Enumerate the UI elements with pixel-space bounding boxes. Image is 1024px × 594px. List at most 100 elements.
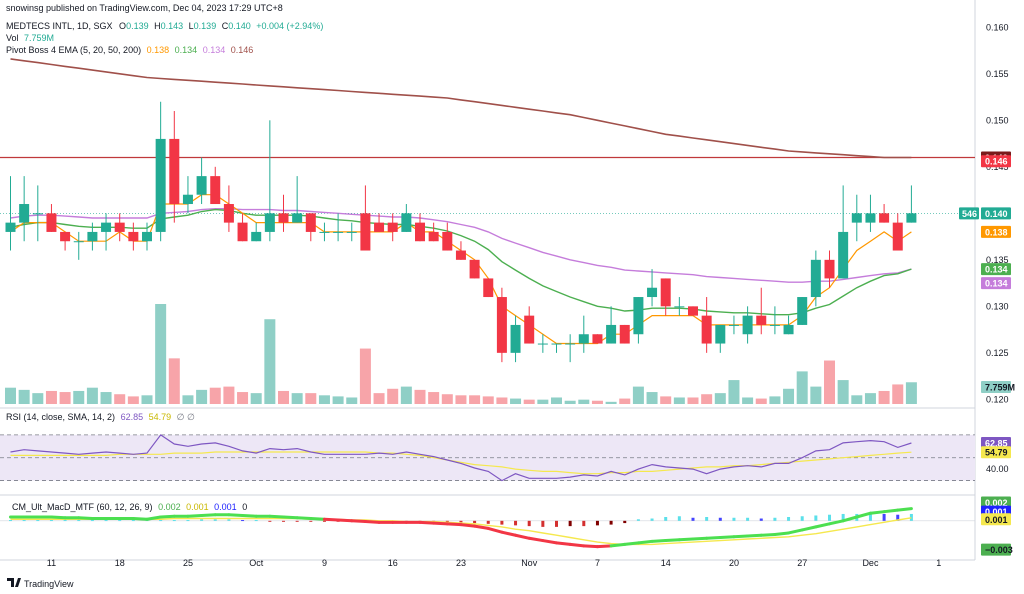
rsi-line — [10, 434, 912, 482]
macd-histogram-bar — [459, 520, 463, 523]
volume-bar — [755, 398, 767, 404]
macd-label-bg — [981, 543, 1011, 556]
volume-bar — [291, 393, 303, 404]
candle-body — [374, 222, 385, 232]
price-tick-label: 0.160 — [986, 22, 1009, 32]
rsi-label-bg — [981, 446, 1011, 459]
candle-body — [674, 306, 685, 308]
tradingview-logo[interactable]: TradingView — [7, 578, 74, 589]
symbol-ohlc-line: MEDTECS INTL, 1D, SGX O0.139 H0.143 L0.1… — [6, 21, 323, 31]
macd-line-segment — [500, 530, 518, 537]
macd-line-segment — [896, 507, 913, 512]
macd-histogram-bar — [473, 520, 477, 524]
price-label: 0.146 — [981, 155, 1011, 168]
candle-body — [415, 222, 425, 242]
macd-line-segment — [418, 520, 436, 525]
time-tick-label: 20 — [729, 558, 739, 568]
macd-line-segment — [268, 514, 285, 519]
macd-histogram-bar — [90, 520, 94, 522]
candle-body — [142, 231, 152, 242]
volume-bar — [223, 386, 235, 404]
volume-bar — [632, 386, 644, 404]
volume-bar — [441, 394, 453, 404]
macd-line-segment — [800, 525, 818, 532]
volume-bar — [742, 397, 754, 404]
macd-line-segment — [568, 542, 586, 548]
volume-label-text: 7.759M — [985, 383, 1015, 393]
candle-body — [319, 231, 330, 233]
price-label-countdown-bg — [959, 207, 979, 220]
macd-line-segment — [282, 515, 299, 520]
macd-line-segment — [609, 542, 627, 548]
candle-body — [578, 334, 589, 344]
volume-bar — [824, 360, 835, 404]
volume-bar — [619, 398, 631, 404]
candle-body — [333, 231, 344, 233]
price-label: 0.134 — [981, 277, 1011, 290]
macd-histogram-bar — [213, 519, 217, 521]
candle-body — [865, 213, 876, 223]
volume-bar — [45, 390, 57, 404]
volume-bar — [278, 390, 289, 404]
macd-histogram-bar — [486, 520, 490, 524]
price-label-bg — [981, 207, 1011, 220]
macd-line-segment — [595, 544, 613, 549]
price-tick-label: 0.135 — [986, 255, 1009, 265]
rsi-label-text: 54.79 — [985, 448, 1008, 458]
volume-bar — [387, 388, 399, 404]
macd-line-segment — [145, 515, 163, 521]
volume-bar — [537, 399, 549, 404]
candle-body — [838, 231, 849, 279]
price-label-text: 0.134 — [985, 265, 1008, 275]
volume-bar — [346, 397, 358, 404]
rsi-label-text: 62.85 — [985, 439, 1008, 449]
candle-body — [128, 231, 139, 242]
candle-body — [360, 213, 371, 251]
candle-body — [114, 222, 125, 232]
macd-line-segment — [773, 531, 791, 536]
price-tick-label: 0.155 — [986, 69, 1009, 79]
candle-body — [551, 343, 562, 345]
macd-line-segment — [445, 522, 463, 527]
price-label-bg — [981, 155, 1011, 168]
macd-histogram-bar — [500, 520, 504, 525]
volume-bar — [769, 396, 781, 404]
macd-line-segment — [855, 511, 872, 519]
volume-bar — [264, 319, 276, 404]
macd-label-bg — [981, 496, 1011, 509]
volume-bar — [414, 389, 426, 404]
candle-body — [305, 213, 316, 232]
price-label-bg — [981, 225, 1011, 238]
macd-histogram-bar — [131, 520, 135, 522]
volume-label-bg — [981, 381, 1011, 393]
macd-histogram-bar — [636, 519, 640, 521]
volume-bar — [455, 395, 467, 404]
candle-body — [879, 213, 890, 223]
macd-histogram-bar — [282, 520, 285, 522]
price-label: 0.138 — [981, 225, 1011, 238]
candle-body — [565, 343, 576, 345]
candle-body — [647, 287, 658, 298]
macd-histogram-bar — [227, 519, 231, 521]
time-tick-label: Dec — [862, 558, 879, 568]
macd-histogram-bar — [582, 520, 586, 527]
macd-histogram-bar — [514, 520, 518, 526]
candle-body — [278, 213, 289, 223]
published-info: snowinsg published on TradingView.com, D… — [6, 3, 283, 13]
macd-histogram-bar — [555, 520, 558, 527]
macd-line-segment — [882, 508, 900, 514]
candlesticks[interactable] — [5, 101, 917, 363]
macd-histogram-bar — [664, 517, 668, 521]
macd-histogram-bar — [445, 520, 449, 523]
volume-bar — [591, 400, 603, 404]
volume-bar — [305, 393, 317, 404]
price-labels: 0.1460.1460.1405460.1380.1340.1347.759M6… — [959, 151, 1015, 556]
volume-bar — [646, 392, 658, 404]
volume-bar — [359, 348, 371, 404]
candle-body — [60, 231, 71, 242]
candle-body — [5, 222, 16, 232]
candle-body — [906, 213, 917, 223]
macd-label-text: 0.002 — [985, 498, 1008, 508]
time-axis[interactable]: 11 18 25 Oct 9 16 23 Nov 7 14 20 27 Dec 1 — [47, 558, 941, 568]
